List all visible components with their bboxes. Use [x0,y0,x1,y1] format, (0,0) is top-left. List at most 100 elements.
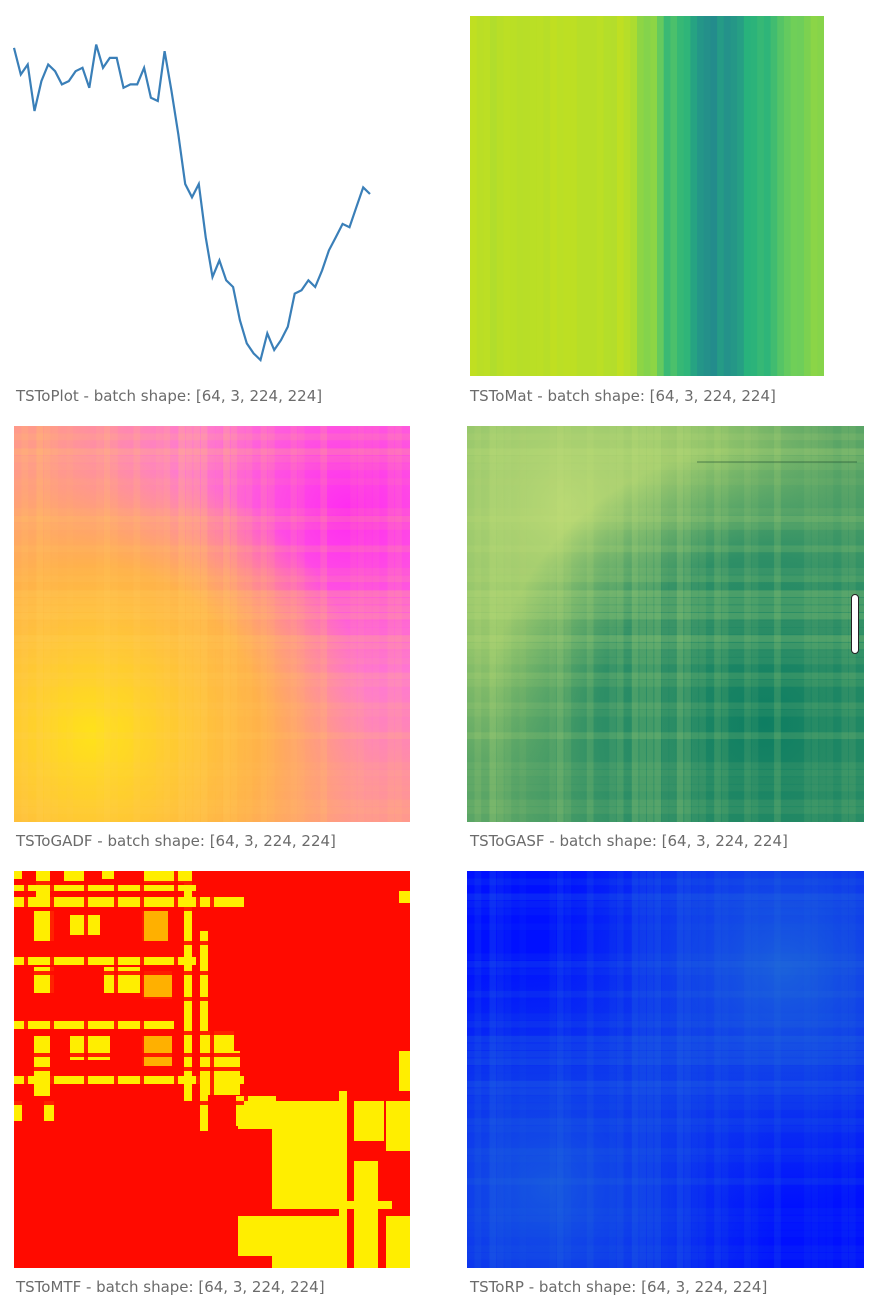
matrix-stripe [557,16,564,376]
matrix-stripe [744,16,751,376]
heatmap-stripe [849,871,856,1268]
matrix-stripe [604,16,611,376]
matrix-stripe [470,16,477,376]
mtf-block [142,971,172,999]
mtf-block [202,1051,240,1095]
mtf-grid-line [196,871,200,1101]
heatmap-stripe [812,871,819,1268]
caption-tstogadf: TSToGADF - batch shape: [64, 3, 224, 224… [16,832,336,850]
matrix-stripe [570,16,577,376]
heatmap-stripe [467,1253,864,1260]
mtf-block [354,1101,384,1141]
mtf-block [14,1021,174,1029]
matrix-stripe [597,16,604,376]
mtf-block [399,1051,410,1091]
matrix-stripe [784,16,791,376]
heatmap-stripe [388,426,395,822]
scrollbar-thumb[interactable] [851,594,859,654]
heatmap-stripe [467,1216,864,1223]
matrix-stripe [664,16,671,376]
heatmap-stripe [467,785,864,792]
matrix-stripe [517,16,524,376]
matrix-stripe [490,16,497,376]
mtf-grid-line [14,1053,244,1057]
mtf-grid-line [114,871,118,1101]
matrix-stripe [590,16,597,376]
mtf-grid-line [24,871,28,1101]
heatmap-stripe [365,426,372,822]
tstorp-image [467,871,864,1268]
mtf-block [272,1101,342,1201]
caption-tstogasf: TSToGASF - batch shape: [64, 3, 224, 224… [470,832,788,850]
rp-heatmap [467,871,864,1268]
heatmap-stripe [467,807,864,814]
tstomat-image [470,16,824,376]
mtf-block [34,1036,50,1096]
series-line [14,45,370,360]
matrix-stripe [617,16,624,376]
mtf-grid-line [244,871,248,1101]
matrix-stripe [670,16,677,376]
matrix-stripe [817,16,824,376]
mtf-block [14,897,244,907]
heatmap-stripe [467,770,864,777]
mtf-grid-line [174,871,178,1101]
heatmap-stripe [467,1208,864,1215]
matrix-stripe [577,16,584,376]
matrix-stripe [710,16,717,376]
mtf-grid-line [140,871,144,1101]
mtf-grid-line [14,1101,244,1105]
mtf-heatmap [14,871,410,1268]
mtf-block [142,1036,172,1066]
heatmap-stripe [819,871,826,1268]
mtf-block [238,1101,272,1129]
matrix-stripe [523,16,530,376]
matrix-stripe [497,16,504,376]
heatmap-stripe [812,426,819,822]
mtf-block [386,1101,410,1151]
mtf-grid-line [14,1067,244,1071]
mtf-grid-line [50,871,54,1101]
matrix-stripe [771,16,778,376]
matrix-stripe [637,16,644,376]
mtf-block [14,885,196,891]
matrix-stripe [797,16,804,376]
mtf-block [14,957,196,965]
heatmap-stripe [842,871,849,1268]
matrix-stripe [550,16,557,376]
matrix-stripe [690,16,697,376]
caption-tstomat: TSToMat - batch shape: [64, 3, 224, 224] [470,387,776,405]
matrix-stripe [777,16,784,376]
mtf-block [339,1091,347,1268]
matrix-stripe [537,16,544,376]
heatmap-stripe [14,800,410,807]
matrix-stripe [677,16,684,376]
mtf-block [102,871,114,879]
heatmap-stripe [14,770,410,777]
matrix-stripe [624,16,631,376]
matrix-stripe [717,16,724,376]
matrix-stripe [584,16,591,376]
matrix-stripe [751,16,758,376]
matrix-stripe [483,16,490,376]
mtf-block [184,871,192,1101]
mtf-block [386,1216,410,1268]
heatmap-stripe [467,762,864,769]
mtf-block [354,1211,378,1268]
matrix-stripe [657,16,664,376]
heatmap-stripe [827,426,834,822]
tstomtf-image [14,871,410,1268]
caption-tstorp: TSToRP - batch shape: [64, 3, 224, 224] [470,1278,767,1296]
mtf-grid-line [14,971,244,975]
matrix-stripes [470,16,824,376]
heatmap-stripe [467,1223,864,1230]
mtf-grid-line [84,871,88,1101]
mtf-grid-line [14,881,244,885]
heatmap-stripe [395,426,402,822]
mtf-block [14,871,22,879]
matrix-stripe [650,16,657,376]
heatmap-stripe [358,426,365,822]
mtf-grid-line [210,871,214,1101]
heatmap-stripe [373,426,380,822]
mtf-block [354,1161,378,1211]
